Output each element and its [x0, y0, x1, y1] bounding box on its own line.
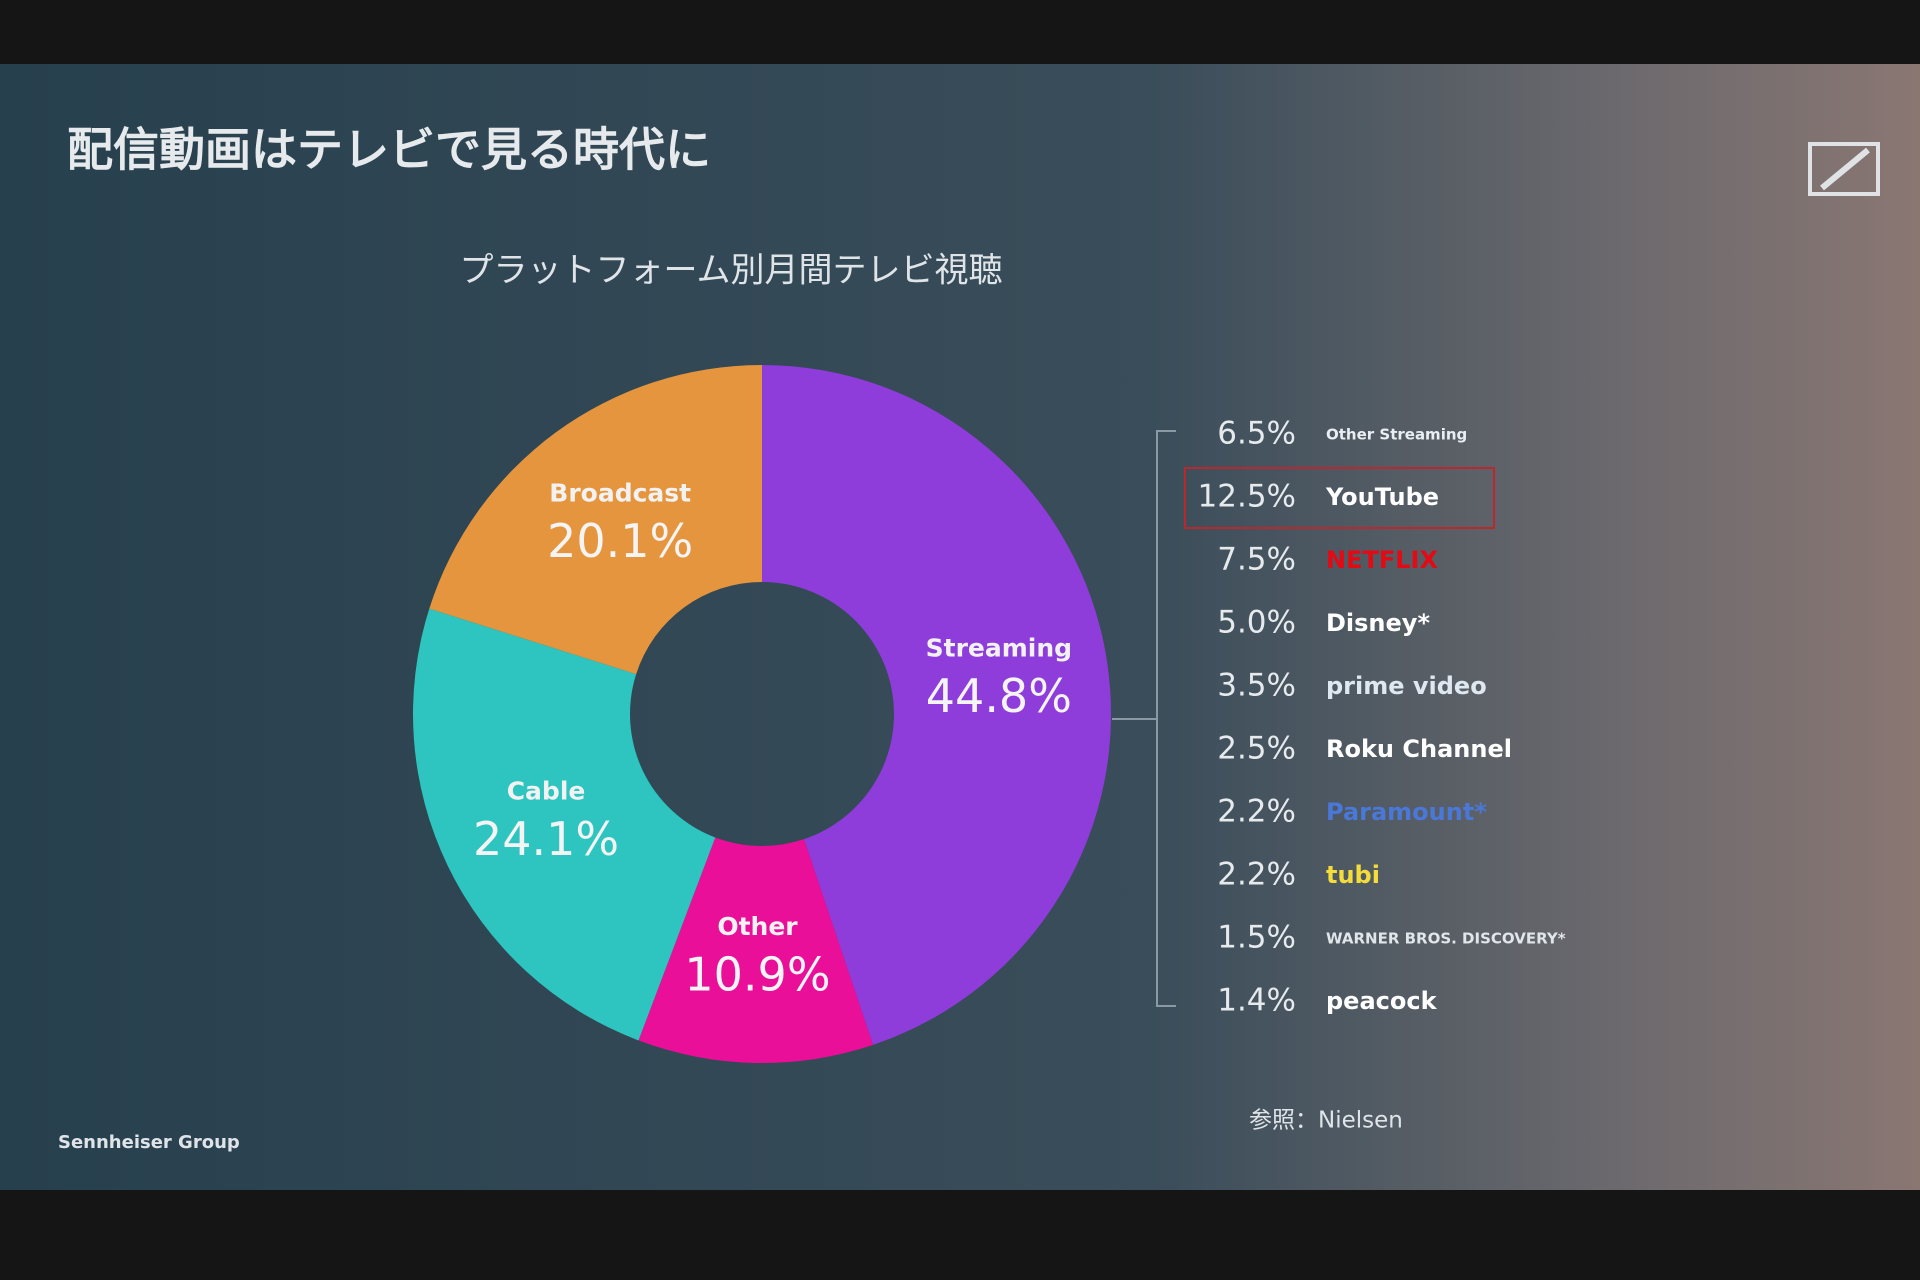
- breakdown-name: WARNER BROS. DISCOVERY*: [1326, 930, 1566, 948]
- breakdown-name: NETFLIX: [1326, 546, 1438, 574]
- breakdown-name: Roku Channel: [1326, 735, 1512, 763]
- breakdown-name: peacock: [1326, 987, 1438, 1015]
- slice: [762, 365, 1111, 1045]
- slice-value: 20.1%: [547, 514, 693, 568]
- chart-title: プラットフォーム別月間テレビ視聴: [460, 251, 1003, 291]
- breakdown-value: 2.2%: [1217, 857, 1296, 893]
- slice-value: 24.1%: [473, 812, 619, 866]
- breakdown-name: prime video: [1326, 672, 1487, 700]
- breakdown-bracket: [1112, 430, 1176, 1007]
- slice-value: 44.8%: [926, 669, 1072, 723]
- breakdown-value: 1.4%: [1217, 983, 1296, 1019]
- breakdown-name: Disney*: [1326, 609, 1430, 637]
- slice-name: Other: [717, 912, 798, 941]
- slide-title: 配信動画はテレビで見る時代に: [67, 123, 711, 177]
- breakdown-name: tubi: [1326, 861, 1380, 889]
- breakdown-value: 12.5%: [1198, 479, 1296, 515]
- slice: [638, 837, 874, 1063]
- breakdown-value: 5.0%: [1217, 605, 1296, 641]
- breakdown-value: 3.5%: [1217, 668, 1296, 704]
- breakdown-name: YouTube: [1325, 483, 1439, 511]
- breakdown-value: 7.5%: [1217, 542, 1296, 578]
- slice-name: Streaming: [926, 633, 1072, 662]
- slice: [412, 608, 716, 1041]
- slice-value: 10.9%: [684, 947, 830, 1001]
- breakdown-value: 6.5%: [1217, 416, 1296, 452]
- breakdown-value: 2.5%: [1217, 731, 1296, 767]
- highlight-box: [1184, 467, 1495, 529]
- slice-name: Broadcast: [549, 478, 691, 507]
- breakdown-name: Other Streaming: [1326, 426, 1467, 444]
- footer: Sennheiser Group: [58, 1132, 240, 1153]
- slice-name: Cable: [507, 777, 586, 806]
- slice: [429, 365, 762, 675]
- brand-logo: [1808, 142, 1880, 196]
- source: 参照：Nielsen: [1249, 1108, 1403, 1134]
- breakdown-value: 2.2%: [1217, 794, 1296, 830]
- breakdown-name: Paramount*: [1326, 798, 1487, 826]
- breakdown-value: 1.5%: [1217, 920, 1296, 956]
